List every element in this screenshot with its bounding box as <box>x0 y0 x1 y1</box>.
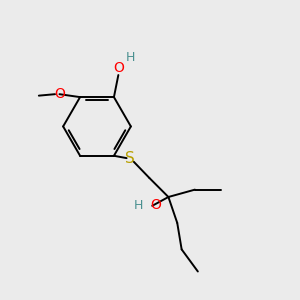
Text: O: O <box>150 198 161 212</box>
Text: H: H <box>134 199 143 212</box>
Text: O: O <box>54 87 65 101</box>
Text: H: H <box>126 51 135 64</box>
Text: S: S <box>125 151 135 166</box>
Text: O: O <box>113 61 124 75</box>
